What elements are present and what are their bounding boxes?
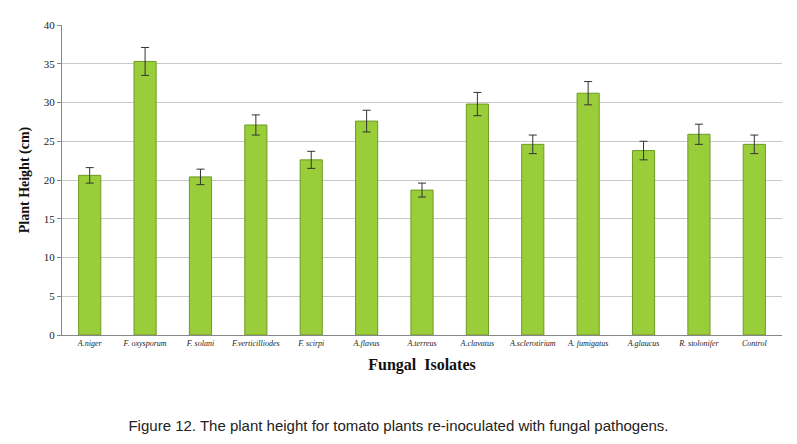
svg-text:A.niger: A.niger: [77, 339, 103, 348]
svg-text:F. scirpi: F. scirpi: [297, 339, 324, 348]
svg-text:20: 20: [44, 174, 56, 186]
svg-text:A.glaucus: A.glaucus: [627, 339, 660, 348]
svg-text:A.sclerotirium: A.sclerotirium: [509, 339, 556, 348]
svg-text:A. fumigatus: A. fumigatus: [567, 339, 608, 348]
svg-text:40: 40: [44, 19, 56, 31]
svg-text:25: 25: [44, 135, 56, 147]
svg-text:35: 35: [44, 58, 56, 70]
svg-text:15: 15: [44, 213, 56, 225]
svg-text:0: 0: [49, 329, 55, 341]
svg-text:Plant Height (cm): Plant Height (cm): [17, 126, 33, 233]
svg-text:F. solani: F. solani: [186, 339, 214, 348]
svg-text:A.flavus: A.flavus: [353, 339, 380, 348]
svg-text:Figure 12. The plant height fo: Figure 12. The plant height for tomato p…: [128, 417, 668, 434]
svg-text:F.verticilliodes: F.verticilliodes: [231, 339, 280, 348]
svg-text:F. oxysporum: F. oxysporum: [123, 339, 167, 348]
svg-text:Fungal Isolates: Fungal Isolates: [368, 356, 476, 374]
svg-text:Control: Control: [742, 339, 767, 348]
svg-text:A.terreus: A.terreus: [406, 339, 436, 348]
svg-text:10: 10: [44, 251, 56, 263]
svg-text:R. stolonifer: R. stolonifer: [678, 339, 719, 348]
svg-text:A.clavatus: A.clavatus: [460, 339, 495, 348]
svg-text:30: 30: [44, 96, 56, 108]
svg-text:5: 5: [49, 290, 55, 302]
